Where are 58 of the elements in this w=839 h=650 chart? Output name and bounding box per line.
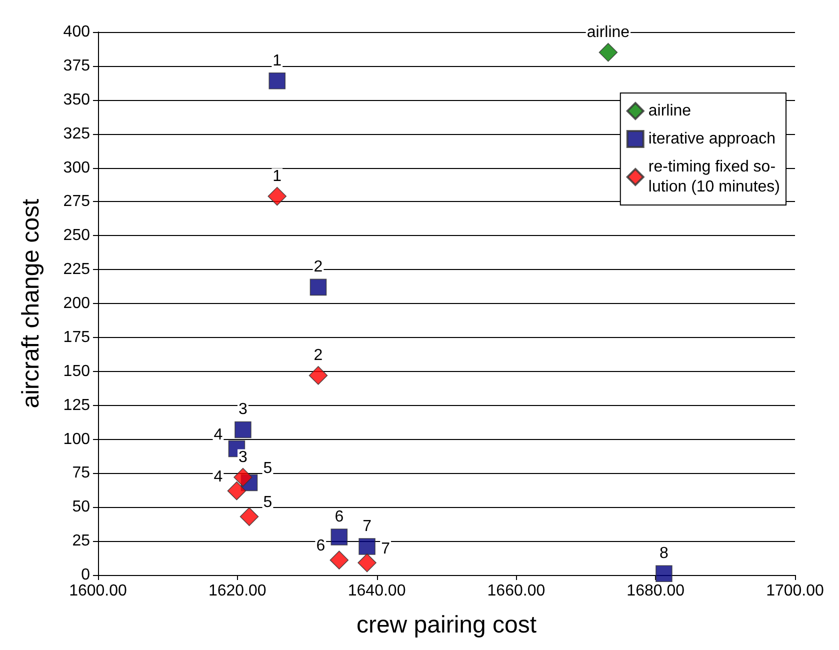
y-tick-label: 50 (72, 498, 90, 516)
annotation: 7 (381, 540, 390, 558)
annotation: 3 (238, 401, 248, 418)
x-tick-label: 1620.00 (208, 582, 266, 600)
y-tick-label: 0 (81, 566, 90, 584)
annotation: 1 (272, 52, 282, 70)
point (240, 507, 259, 526)
point (268, 72, 286, 90)
annotation: 6 (334, 508, 344, 526)
x-tick-label: 1700.00 (766, 582, 824, 600)
y-tick-label: 25 (72, 532, 90, 550)
x-tick-label: 1680.00 (626, 582, 685, 600)
y-tick-label: 200 (63, 295, 90, 312)
y-tick-label: 75 (72, 464, 90, 482)
annotation: 2 (314, 346, 323, 364)
y-tick-label: 400 (63, 24, 90, 40)
y-tick-label: 150 (63, 362, 90, 380)
y-tick-label: 300 (63, 159, 90, 176)
y-axis-title: aircraft change cost (18, 198, 44, 408)
annotation: 6 (316, 538, 326, 555)
y-tick-label: 250 (63, 227, 90, 244)
y-tick-label: 225 (63, 261, 90, 278)
y-tick-label: 175 (63, 328, 90, 346)
point (308, 366, 328, 385)
point (358, 553, 376, 572)
x-axis-title: crew pairing cost (356, 612, 537, 638)
point (310, 278, 327, 296)
annotation: 4 (214, 468, 223, 486)
legend-label: re-timing fixed so- lution (10 minutes) (648, 158, 780, 196)
annotation: 4 (214, 426, 223, 444)
point (268, 186, 287, 206)
point (598, 42, 618, 62)
y-tick-label: 350 (63, 91, 90, 108)
point (227, 481, 246, 500)
y-tick-label: 375 (63, 57, 90, 74)
annotation: airline (586, 24, 630, 41)
annotation: 8 (660, 545, 669, 562)
annotation: 5 (263, 494, 272, 512)
point (358, 538, 376, 555)
annotation: 1 (272, 168, 282, 185)
annotation: 2 (314, 258, 323, 276)
point (234, 421, 252, 438)
y-tick-label: 125 (63, 396, 90, 414)
point (234, 468, 252, 487)
legend-label: iterative approach (648, 130, 776, 148)
point (330, 528, 348, 546)
y-tick-label: 325 (63, 125, 90, 142)
annotation: 7 (362, 518, 372, 535)
y-tick-label: 100 (63, 430, 90, 448)
x-tick-label: 1640.00 (348, 582, 406, 600)
point (330, 550, 349, 570)
x-tick-label: 1600.00 (69, 582, 128, 600)
legend-label: airline (648, 102, 692, 120)
point (656, 565, 672, 582)
y-tick-label: 275 (63, 193, 90, 210)
annotation: 5 (263, 460, 272, 478)
annotation: 3 (238, 448, 248, 466)
x-tick-label: 1660.00 (487, 582, 546, 600)
